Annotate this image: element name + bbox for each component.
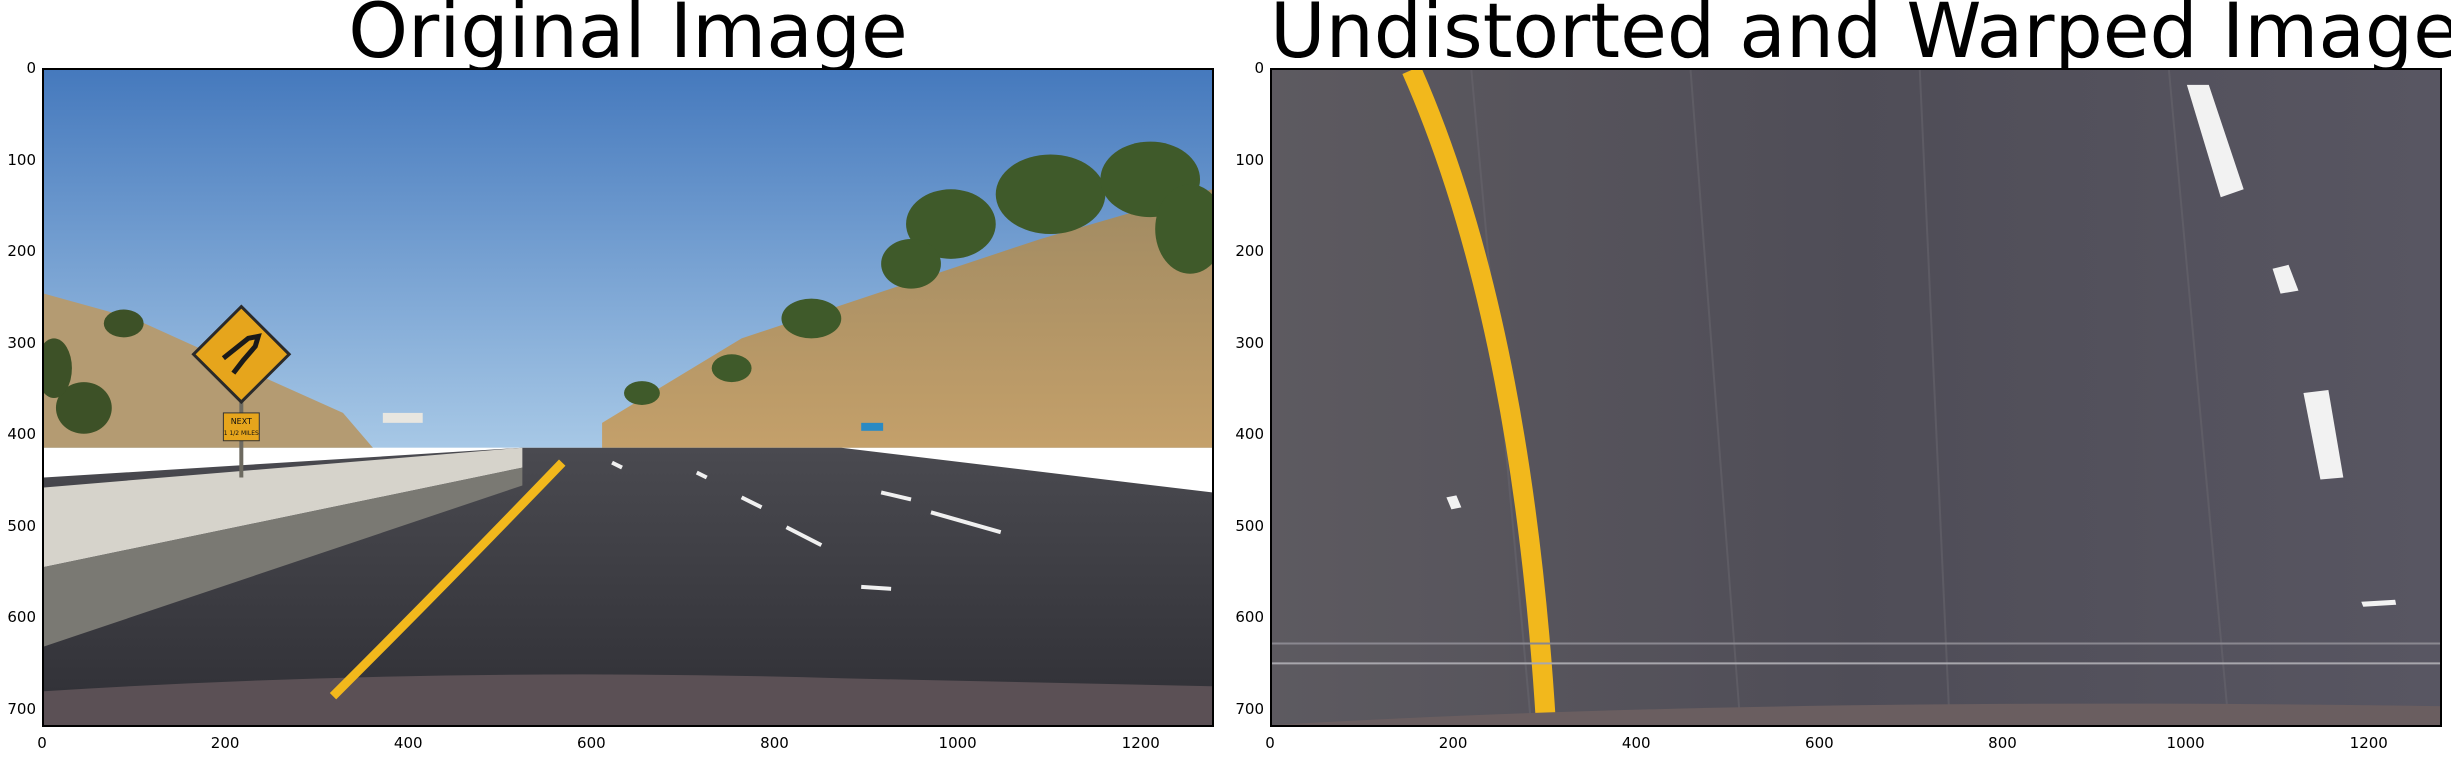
y-tick-label: 500 (7, 516, 36, 535)
warped-car-hood (1272, 703, 2440, 725)
sign-text-line2: 1 1/2 MILES (224, 430, 259, 437)
y-tick-label: 500 (1235, 516, 1264, 535)
sign-text-line1: NEXT (231, 417, 252, 426)
y-tick-label: 0 (1254, 59, 1264, 77)
x-tick-label: 0 (1265, 734, 1275, 752)
warped-road-image (1272, 70, 2440, 725)
y-tick-label: 300 (7, 333, 36, 352)
trees-right (624, 141, 1212, 405)
y-tick-label: 400 (7, 425, 36, 444)
highway-sign (861, 422, 884, 431)
right-panel-title: Undistorted and Warped Image (1270, 0, 2451, 75)
x-tick-label: 200 (210, 734, 240, 752)
x-tick-label: 800 (760, 734, 789, 752)
x-tick-label: 600 (1805, 734, 1834, 752)
x-tick-label: 1000 (938, 734, 977, 752)
y-tick-label: 100 (1235, 150, 1264, 169)
x-tick-label: 0 (37, 734, 47, 752)
y-tick-label: 200 (1235, 242, 1264, 261)
trees-left (44, 309, 144, 434)
y-tick-label: 400 (1235, 425, 1264, 444)
warped-road-surface (1272, 70, 2440, 725)
y-tick-label: 300 (1235, 333, 1264, 352)
x-tick-label: 1200 (1121, 734, 1160, 752)
y-tick-label: 700 (1235, 699, 1264, 718)
x-tick-label: 800 (1988, 734, 2017, 752)
x-tick-label: 600 (577, 734, 606, 752)
y-tick-label: 200 (7, 242, 36, 261)
y-tick-label: 600 (7, 608, 36, 627)
x-tick-label: 400 (1621, 734, 1651, 752)
original-image-axes: NEXT 1 1/2 MILES (42, 68, 1214, 727)
y-tick-label: 100 (7, 150, 36, 169)
x-tick-label: 400 (393, 734, 423, 752)
warped-image-axes (1270, 68, 2442, 727)
yellow-lane-line (329, 459, 566, 700)
deer-crossing-sign: NEXT 1 1/2 MILES (191, 304, 292, 478)
x-tick-label: 1200 (2349, 734, 2388, 752)
x-tick-label: 1000 (2166, 734, 2205, 752)
right-hill (602, 189, 1212, 448)
y-tick-label: 700 (7, 699, 36, 718)
warped-white-lane-dashes (1446, 84, 2397, 607)
y-tick-label: 600 (1235, 608, 1264, 627)
warped-yellow-lane-line (1402, 70, 1557, 725)
x-tick-label: 200 (1438, 734, 1468, 752)
median-barrier (44, 447, 523, 567)
y-tick-label: 0 (26, 59, 36, 77)
white-lane-dashes (611, 460, 1002, 591)
original-road-image: NEXT 1 1/2 MILES (44, 70, 1212, 725)
left-panel-title: Original Image (348, 0, 908, 75)
